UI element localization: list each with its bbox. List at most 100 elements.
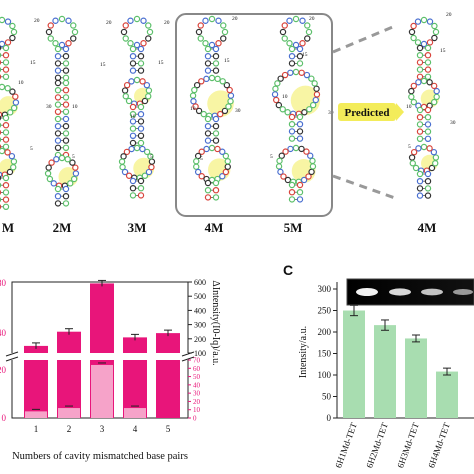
nucleotide-node	[125, 172, 133, 179]
nucleotide-node	[415, 145, 422, 152]
secondary-structure-panel: 20 15 30 5 10 20 15 10 5 20 15 10 5 20 15 10 30 5 20 15 10 30…	[0, 12, 456, 210]
nucleotide-node	[123, 81, 131, 89]
nucleotide-node	[54, 79, 62, 87]
nucleotide-node	[0, 144, 2, 150]
nucleotide-node	[274, 80, 281, 87]
nucleotide-node	[277, 75, 284, 82]
nucleotide-node	[125, 97, 133, 105]
nucleotide-node	[204, 67, 212, 74]
nucleotide-node	[129, 60, 137, 67]
nucleotide-node	[129, 192, 137, 199]
gel-band-4	[453, 289, 473, 295]
nucleotide-node	[424, 59, 432, 66]
connector-bottom	[332, 174, 396, 200]
nucleotide-node	[133, 76, 141, 84]
nucleotide-node	[120, 153, 127, 160]
position-number: 15	[440, 48, 446, 54]
nucleotide-node	[424, 192, 432, 199]
nucleotide-node	[137, 110, 145, 118]
position-number: 10	[130, 114, 136, 120]
chart-b-xlabel: Numbers of cavity mismatched base pairs	[12, 451, 188, 462]
nucleotide-node	[215, 17, 222, 24]
nucleotide-node	[62, 192, 70, 200]
nucleotide-node	[292, 15, 300, 23]
nucleotide-node	[139, 145, 146, 153]
predicted-badge	[338, 103, 396, 121]
nucleotide-node	[204, 60, 212, 67]
chart-b-right-ylabel: ΔIntensity(I0-Iq)/a.u.	[210, 280, 221, 365]
nucleotide-node	[408, 154, 416, 161]
nucleotide-node	[410, 34, 417, 42]
nucleotide-node	[424, 106, 432, 114]
nucleotide-node	[7, 109, 14, 116]
nucleotide-node	[137, 118, 145, 125]
nucleotide-node	[193, 163, 200, 170]
nucleotide-node	[424, 177, 432, 185]
bar-6H2Md-TET	[374, 325, 396, 418]
nucleotide-node	[70, 22, 77, 29]
nucleotide-node	[194, 168, 202, 176]
right-tick-label-lower: 10	[193, 406, 201, 414]
nucleotide-node	[431, 34, 438, 42]
structure-label-1: M	[2, 220, 14, 235]
nucleotide-node	[410, 82, 418, 90]
nucleotide-node	[288, 45, 296, 53]
nucleotide-node	[9, 34, 16, 42]
break-mark-left-1	[5, 351, 19, 357]
nucleotide-node	[58, 41, 66, 49]
nucleotide-node	[2, 121, 10, 129]
y-tick-label: 250	[318, 306, 332, 316]
nucleotide-node	[62, 60, 70, 67]
nucleotide-node	[58, 154, 66, 162]
nucleotide-node	[292, 41, 300, 49]
nucleotide-node	[204, 137, 212, 144]
nucleotide-node	[420, 77, 428, 85]
category-label-5: 5	[166, 424, 171, 434]
nucleotide-node	[54, 67, 62, 74]
x-label-6H1Md-TET: 6H1Md-TET	[333, 421, 359, 470]
nucleotide-node	[54, 115, 62, 123]
nucleotide-node	[416, 192, 424, 199]
nucleotide-node	[203, 145, 210, 153]
nucleotide-node	[0, 182, 2, 188]
nucleotide-node	[133, 15, 141, 23]
nucleotide-node	[54, 86, 62, 94]
nucleotide-node	[416, 73, 424, 81]
nucleotide-node	[197, 22, 204, 29]
nucleotide-node	[0, 189, 2, 195]
nucleotide-node	[0, 129, 2, 135]
nucleotide-node	[224, 163, 231, 170]
nucleotide-node	[9, 88, 16, 95]
nucleotide-node	[309, 101, 317, 109]
nucleotide-node	[129, 118, 137, 125]
nucleotide-node	[2, 73, 10, 81]
nucleotide-node	[416, 106, 424, 114]
nucleotide-node	[416, 135, 424, 142]
nucleotide-node	[292, 68, 300, 76]
nucleotide-node	[284, 109, 291, 116]
nucleotide-node	[53, 156, 60, 163]
category-label-2: 2	[67, 424, 72, 434]
nucleotide-node	[276, 157, 283, 165]
nucleotide-node	[296, 60, 304, 67]
position-number: 20	[34, 18, 40, 24]
nucleotide-node	[129, 184, 137, 192]
nucleotide-node	[62, 101, 70, 108]
nucleotide-node	[432, 28, 440, 36]
left-tick-lower-2: 0	[2, 413, 7, 423]
position-number: 10	[72, 104, 78, 110]
nucleotide-node	[0, 175, 2, 181]
nucleotide-node	[133, 41, 141, 49]
nucleotide-node	[52, 17, 59, 24]
nucleotide-node	[296, 128, 304, 135]
nucleotide-node	[2, 66, 10, 73]
nucleotide-node	[0, 115, 2, 121]
structure-label-5: 5M	[284, 220, 303, 235]
nucleotide-node	[202, 40, 209, 47]
nucleotide-node	[208, 41, 216, 49]
nucleotide-node	[62, 122, 70, 130]
nucleotide-node	[220, 35, 227, 42]
nucleotide-node	[62, 137, 70, 144]
nucleotide-node	[288, 128, 296, 135]
nucleotide-node	[10, 158, 18, 165]
